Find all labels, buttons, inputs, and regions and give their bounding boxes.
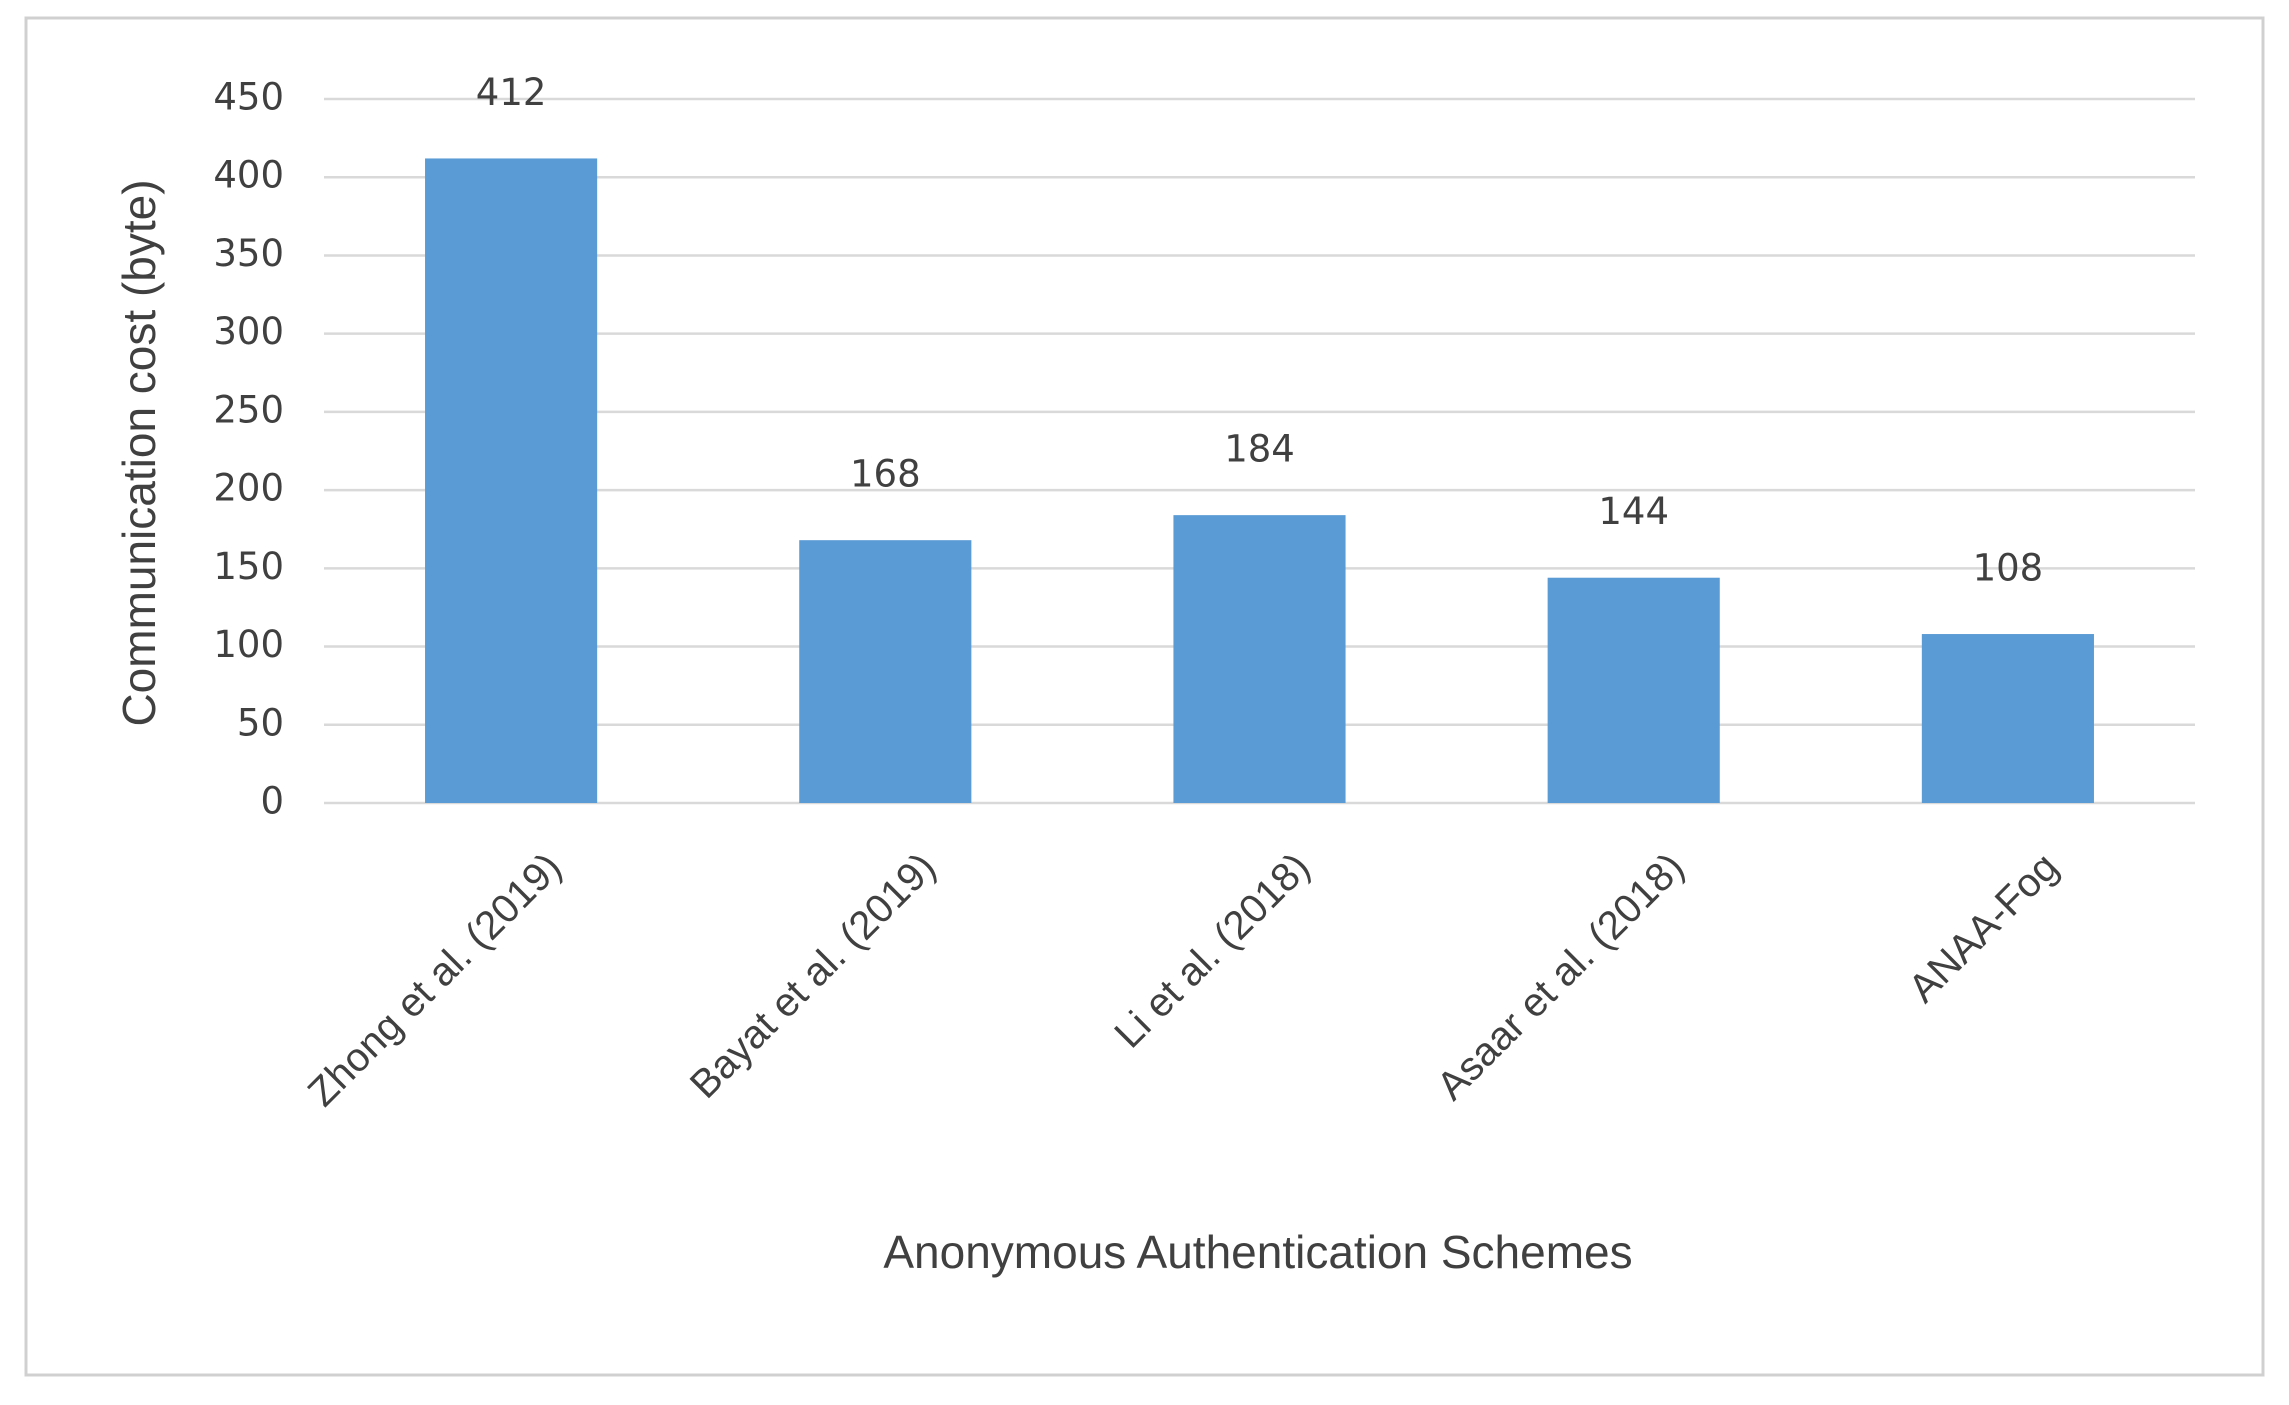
value-label: 168 xyxy=(850,453,921,496)
value-label: 184 xyxy=(1224,428,1295,471)
y-tick-label: 300 xyxy=(213,310,284,353)
y-tick-label: 0 xyxy=(260,780,284,823)
value-label: 108 xyxy=(1973,547,2044,590)
chart-frame xyxy=(24,16,2265,1377)
y-tick-label: 400 xyxy=(213,154,284,197)
bar xyxy=(799,540,972,803)
y-tick-label: 200 xyxy=(213,467,284,510)
y-tick-label: 50 xyxy=(237,701,284,744)
bar xyxy=(425,158,598,804)
bar xyxy=(1921,634,2094,803)
y-tick-label: 150 xyxy=(213,545,284,588)
y-tick-label: 450 xyxy=(213,76,284,119)
y-tick-label: 250 xyxy=(213,388,284,431)
value-label: 144 xyxy=(1598,490,1669,533)
x-axis-title: Anonymous Authentication Schemes xyxy=(883,1226,1632,1278)
value-label: 412 xyxy=(476,71,547,114)
y-axis-title: Communication cost (byte) xyxy=(113,179,165,726)
bar xyxy=(1547,577,1720,803)
y-tick-label: 100 xyxy=(213,623,284,666)
y-tick-label: 350 xyxy=(213,232,284,275)
bar xyxy=(1173,515,1346,803)
